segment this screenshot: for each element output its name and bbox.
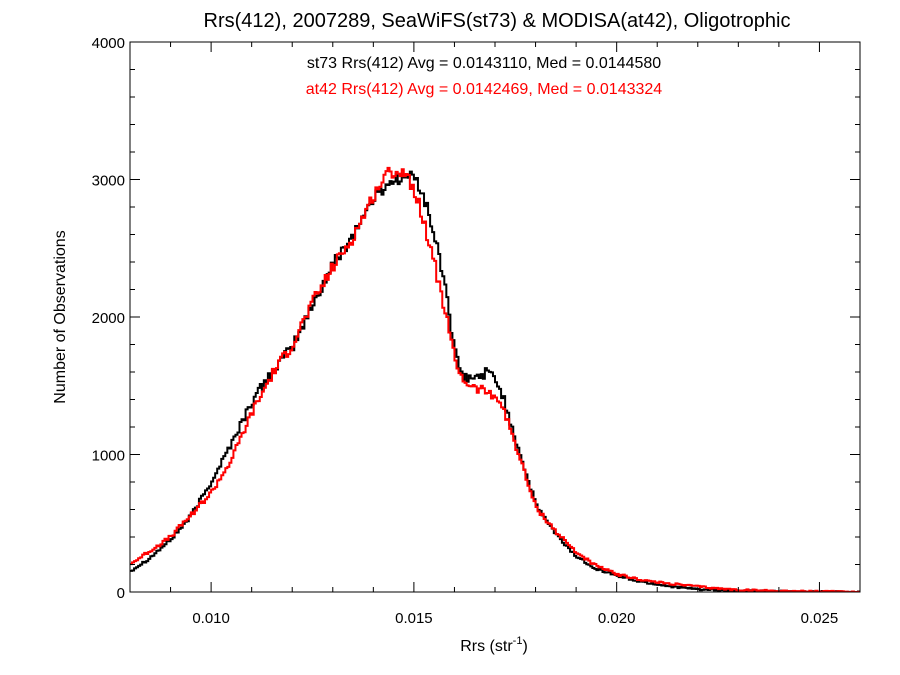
stats-label-st73: st73 Rrs(412) Avg = 0.0143110, Med = 0.0… bbox=[307, 55, 661, 72]
x-tick-label: 0.015 bbox=[395, 610, 433, 627]
series-st73-line bbox=[130, 170, 860, 592]
y-tick-label: 4000 bbox=[92, 35, 125, 52]
x-axis-label-tail: ) bbox=[522, 638, 527, 655]
plot-area bbox=[130, 166, 860, 592]
x-axis-label-sup: -1 bbox=[513, 635, 523, 647]
x-axis-label: Rrs (str-1) bbox=[460, 635, 528, 655]
x-tick-label: 0.025 bbox=[801, 610, 839, 627]
chart-title: Rrs(412), 2007289, SeaWiFS(st73) & MODIS… bbox=[204, 10, 791, 32]
plot-frame bbox=[129, 41, 861, 593]
y-axis-label: Number of Observations bbox=[52, 230, 69, 403]
x-axis-label-base: Rrs (str bbox=[460, 638, 513, 655]
y-tick-label: 1000 bbox=[92, 448, 125, 465]
y-tick-label: 2000 bbox=[92, 310, 125, 327]
stats-label-at42: at42 Rrs(412) Avg = 0.0142469, Med = 0.0… bbox=[306, 81, 663, 98]
y-tick-label: 0 bbox=[117, 585, 125, 602]
x-tick-label: 0.010 bbox=[192, 610, 230, 627]
axes: 0.010 0.015 0.020 0.025 0 1000 2000 3000 4000 bbox=[92, 35, 861, 627]
stats-annotations: st73 Rrs(412) Avg = 0.0143110, Med = 0.0… bbox=[306, 55, 663, 98]
x-tick-label: 0.020 bbox=[598, 610, 636, 627]
y-tick-label: 3000 bbox=[92, 173, 125, 190]
